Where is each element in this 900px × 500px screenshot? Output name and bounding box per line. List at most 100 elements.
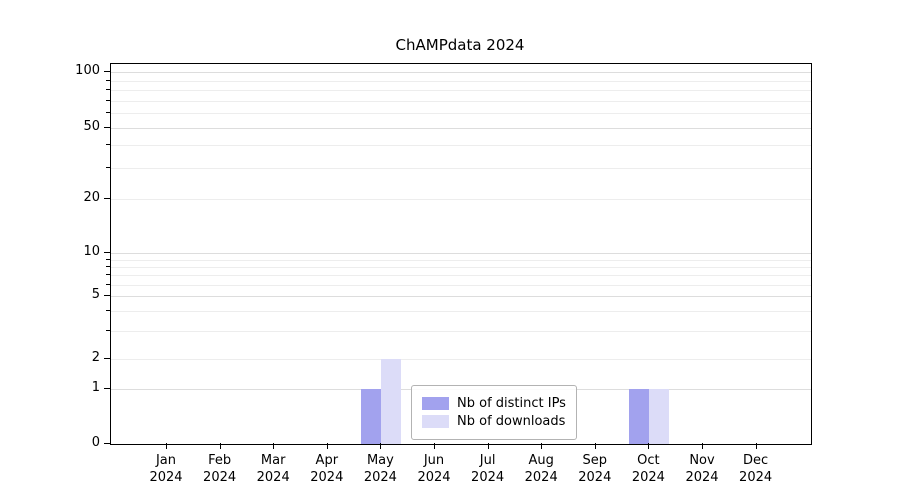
- x-tick-mark: [326, 443, 328, 449]
- gridline-minor: [111, 331, 811, 333]
- x-tick-label-line: 2024: [417, 470, 451, 485]
- legend-item-downloads: Nb of downloads: [422, 414, 566, 429]
- x-tick-label-line: Sep: [582, 453, 608, 468]
- gridline-major: [111, 296, 811, 297]
- x-tick-label-line: 2024: [203, 470, 237, 485]
- y-tick-label: 50: [83, 119, 100, 134]
- legend-swatch-downloads: [422, 415, 449, 428]
- x-tick-label-line: May: [366, 453, 394, 468]
- gridline-minor: [111, 284, 811, 286]
- gridline-minor: [111, 275, 811, 277]
- gridline-minor: [111, 90, 811, 92]
- gridline-minor: [111, 266, 811, 268]
- y-minor-tick-mark: [106, 283, 110, 285]
- gridline-major: [111, 72, 811, 73]
- y-minor-tick-mark: [106, 89, 110, 91]
- x-tick-label-line: 2024: [149, 470, 183, 485]
- x-tick-label: Feb 2024: [188, 452, 252, 486]
- y-minor-tick-mark: [106, 99, 110, 101]
- x-tick-label-line: Jun: [423, 453, 445, 468]
- y-minor-tick-mark: [106, 265, 110, 267]
- x-tick-label: May 2024: [348, 452, 412, 486]
- gridline-minor: [111, 259, 811, 261]
- x-tick-label: Oct 2024: [616, 452, 680, 486]
- x-tick-mark: [380, 443, 382, 449]
- x-tick-label: Jun 2024: [402, 452, 466, 486]
- x-tick-mark: [273, 443, 275, 449]
- gridline-minor: [111, 199, 811, 200]
- gridline-minor: [111, 113, 811, 115]
- x-tick-label: Jul 2024: [456, 452, 520, 486]
- y-minor-tick-mark: [106, 79, 110, 81]
- x-tick-label-line: Dec: [743, 453, 769, 468]
- gridline-minor: [111, 100, 811, 102]
- y-tick-label: 100: [75, 63, 100, 78]
- x-tick-label-line: 2024: [310, 470, 344, 485]
- y-tick-mark: [104, 295, 110, 296]
- x-tick-label-line: 2024: [578, 470, 612, 485]
- x-tick-mark: [541, 443, 543, 449]
- bar-distinct-ips: [361, 389, 382, 444]
- y-minor-tick-mark: [106, 144, 110, 146]
- x-tick-label-line: 2024: [685, 470, 719, 485]
- x-tick-label: Dec 2024: [724, 452, 788, 486]
- legend-label-distinct-ips: Nb of distinct IPs: [457, 396, 566, 411]
- gridline-minor: [111, 80, 811, 82]
- x-tick-label-line: Jan: [155, 453, 177, 468]
- x-tick-label: Aug 2024: [509, 452, 573, 486]
- gridline-major: [111, 253, 811, 254]
- y-tick-label: 1: [91, 380, 100, 395]
- legend-label-downloads: Nb of downloads: [457, 414, 566, 429]
- legend-swatch-distinct-ips: [422, 397, 449, 410]
- x-tick-label: Jan 2024: [134, 452, 198, 486]
- x-tick-label-line: 2024: [256, 470, 290, 485]
- x-tick-label-line: Oct: [637, 453, 660, 468]
- chart-title: ChAMPdata 2024: [395, 36, 525, 54]
- x-tick-label-line: 2024: [631, 470, 665, 485]
- y-tick-mark: [104, 443, 110, 444]
- legend-item-distinct-ips: Nb of distinct IPs: [422, 396, 566, 411]
- x-tick-label: Mar 2024: [241, 452, 305, 486]
- y-tick-label: 2: [91, 350, 100, 365]
- x-tick-label: Apr 2024: [295, 452, 359, 486]
- x-tick-mark: [648, 443, 650, 449]
- y-minor-tick-mark: [106, 258, 110, 260]
- gridline-minor: [111, 359, 811, 360]
- x-tick-mark: [594, 443, 596, 449]
- x-tick-mark: [702, 443, 703, 449]
- bar-downloads: [381, 359, 402, 444]
- y-tick-mark: [104, 358, 110, 359]
- y-tick-label: 20: [83, 190, 100, 205]
- x-tick-label-line: Jul: [479, 453, 496, 468]
- x-tick-mark: [166, 443, 167, 449]
- x-tick-label-line: 2024: [739, 470, 773, 485]
- x-tick-mark: [434, 443, 435, 449]
- y-tick-label: 0: [91, 435, 100, 450]
- x-tick-label-line: Nov: [689, 453, 715, 468]
- y-minor-tick-mark: [106, 166, 110, 168]
- x-tick-mark: [487, 443, 489, 449]
- x-tick-label-line: 2024: [524, 470, 558, 485]
- x-tick-label-line: Aug: [528, 453, 554, 468]
- x-tick-label-line: Mar: [260, 453, 286, 468]
- gridline-major: [111, 128, 811, 129]
- bar-distinct-ips: [629, 389, 650, 444]
- x-tick-label-line: Apr: [315, 453, 339, 468]
- y-minor-tick-mark: [106, 310, 110, 312]
- x-tick-mark: [755, 443, 757, 449]
- y-tick-label: 5: [91, 287, 100, 302]
- plot-area: Nb of distinct IPs Nb of downloads: [110, 63, 812, 445]
- y-tick-mark: [104, 252, 110, 253]
- gridline-minor: [111, 145, 811, 147]
- x-tick-label-line: Feb: [208, 453, 232, 468]
- gridline-minor: [111, 311, 811, 313]
- y-minor-tick-mark: [106, 274, 110, 276]
- legend: Nb of distinct IPs Nb of downloads: [411, 385, 577, 440]
- gridline-minor: [111, 167, 811, 169]
- x-tick-label-line: 2024: [471, 470, 505, 485]
- y-tick-mark: [104, 388, 110, 389]
- x-tick-label-line: 2024: [363, 470, 397, 485]
- y-tick-mark: [104, 127, 110, 128]
- y-tick-mark: [104, 71, 110, 72]
